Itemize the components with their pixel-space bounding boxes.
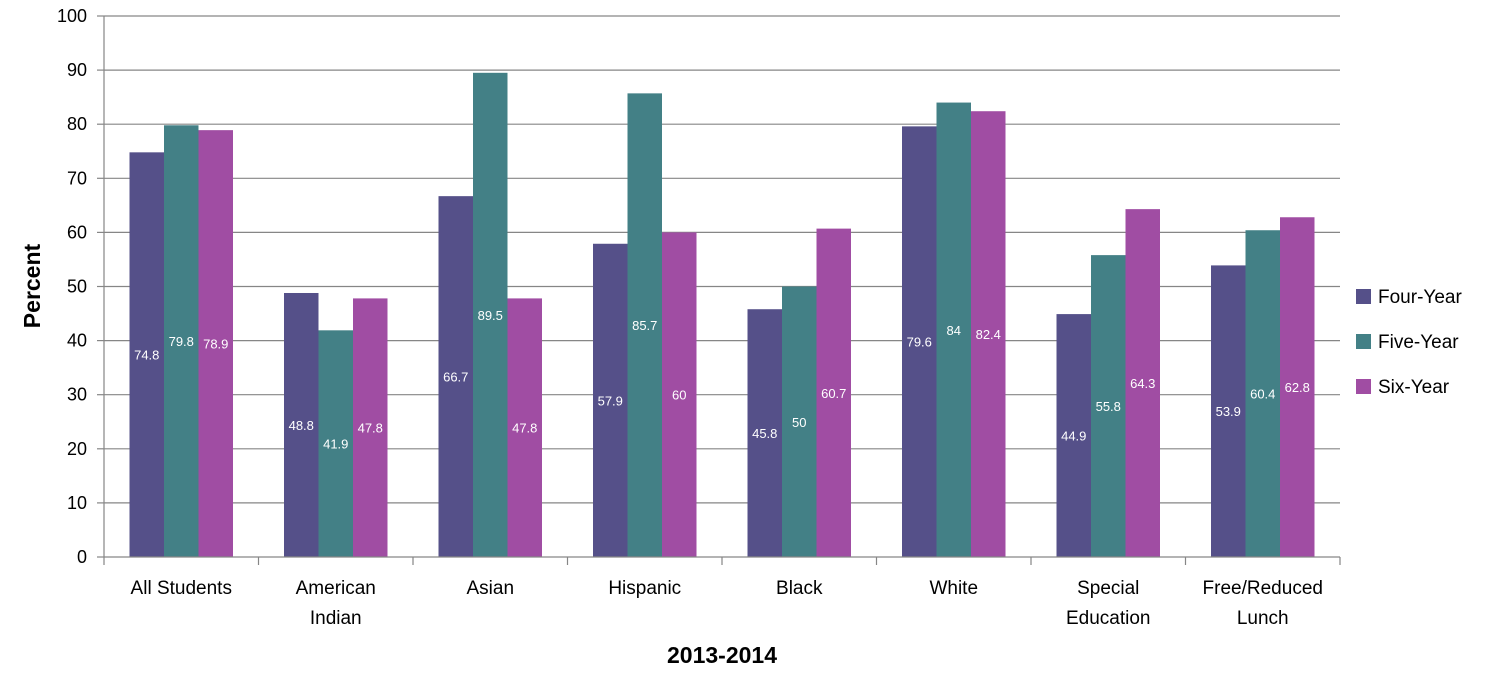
x-tick-label: Black [776,578,823,599]
legend-label: Five-Year [1378,332,1459,353]
y-tick-label: 100 [57,6,87,26]
data-label: 62.8 [1285,380,1310,395]
legend: Four-Year Five-Year Six-Year [1356,287,1462,398]
bar [473,72,508,558]
data-label: 50 [792,415,806,430]
bar [782,286,817,557]
y-tick-label: 0 [77,547,87,567]
data-label: 53.9 [1216,404,1241,419]
bar [747,309,782,557]
data-label: 47.8 [512,421,537,436]
x-tick-labels: All Students American Indian Asian Hispanic B… [103,557,1341,629]
y-tick-label: 40 [67,331,87,351]
bar [507,298,542,557]
bar [284,292,319,557]
bar [1211,265,1246,557]
x-tick-label: Lunch [1237,608,1289,629]
data-label: 44.9 [1061,429,1086,444]
data-label: 74.8 [134,348,159,363]
data-label: 79.6 [907,335,932,350]
y-axis-title: Percent [19,243,45,328]
data-label: 41.9 [323,437,348,452]
data-label: 45.8 [752,426,777,441]
legend-label: Four-Year [1378,287,1462,308]
y-tick-label: 60 [67,222,87,242]
bar [129,152,164,557]
y-tick-label: 70 [67,168,87,188]
bar [353,298,388,557]
legend-swatch [1356,289,1371,304]
bar [1091,255,1126,557]
legend-label: Six-Year [1378,377,1450,398]
legend-swatch [1356,379,1371,394]
y-tick-label: 80 [67,114,87,134]
bar [816,228,851,557]
y-tick-label: 10 [67,493,87,513]
data-label: 84 [947,323,961,338]
bar [164,125,199,558]
data-label: 64.3 [1130,376,1155,391]
bar [1125,209,1160,557]
data-label: 60.4 [1250,387,1275,402]
x-axis-title: 2013-2014 [667,642,777,668]
x-tick-label: Special [1077,578,1139,599]
x-tick-label: All Students [131,578,232,599]
data-label: 60.7 [821,386,846,401]
data-label: 60 [672,388,686,403]
y-tick-label: 30 [67,385,87,405]
bar [1280,217,1315,557]
data-label: 82.4 [976,327,1001,342]
data-label: 85.7 [632,318,657,333]
y-tick-label: 90 [67,60,87,80]
x-tick-label: Asian [466,578,514,599]
x-tick-label: Indian [310,608,362,629]
bar [198,130,233,557]
data-label: 66.7 [443,370,468,385]
y-tick-labels: 0 10 20 30 40 50 60 70 80 90 100 [57,6,104,567]
data-label: 57.9 [598,393,623,408]
bar [662,232,697,557]
data-label: 79.8 [169,334,194,349]
bar [1056,314,1091,557]
bar [318,330,353,557]
bar [936,102,971,557]
data-labels: 74.8 79.8 78.9 48.8 41.9 47.8 66.7 89.5 47.8 57.9… [134,308,1310,452]
y-tick-label: 50 [67,277,87,297]
x-tick-label: American [296,578,376,599]
bar [1245,230,1280,557]
x-tick-label: Free/Reduced [1203,578,1323,599]
data-label: 55.8 [1096,399,1121,414]
bar [971,111,1006,557]
bar [593,243,628,558]
legend-swatch [1356,334,1371,349]
y-tick-label: 20 [67,439,87,459]
data-label: 48.8 [289,418,314,433]
bar [438,196,473,557]
x-tick-label: Hispanic [608,578,681,599]
data-label: 78.9 [203,337,228,352]
x-tick-label: White [929,578,978,599]
bars [129,72,1315,558]
bar [902,126,937,557]
x-tick-label: Education [1066,608,1151,629]
data-label: 47.8 [358,421,383,436]
data-label: 89.5 [478,308,503,323]
bar [627,93,662,557]
